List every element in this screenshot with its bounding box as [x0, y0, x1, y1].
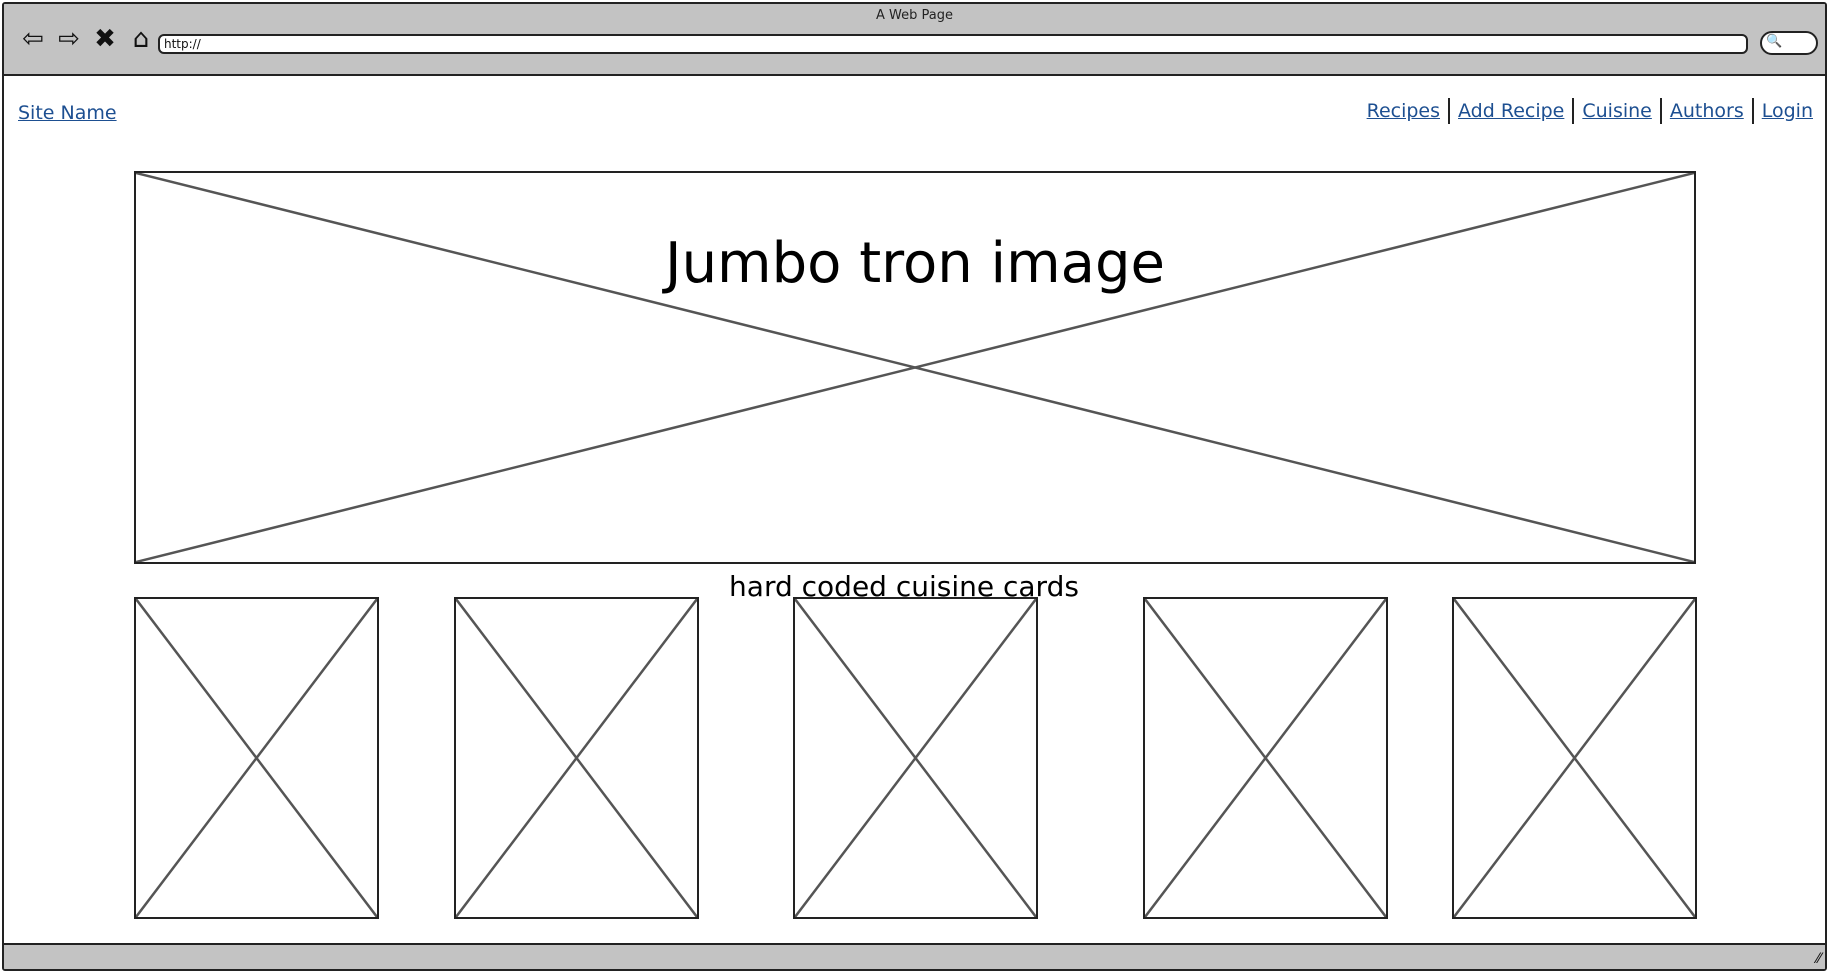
cuisine-card[interactable] — [1143, 597, 1388, 919]
menu-separator — [1751, 98, 1754, 124]
menu-item-login[interactable]: Login — [1761, 100, 1813, 122]
cuisine-card[interactable] — [1452, 597, 1697, 919]
menu-separator — [1448, 98, 1451, 124]
browser-search[interactable]: 🔍 — [1760, 31, 1818, 55]
placeholder-x-icon — [456, 599, 697, 917]
jumbotron-image: Jumbo tron image — [134, 171, 1696, 564]
menu-item-authors[interactable]: Authors — [1669, 100, 1744, 122]
forward-arrow-icon[interactable]: ⇨ — [58, 24, 80, 54]
jumbotron-label: Jumbo tron image — [665, 231, 1165, 296]
cuisine-card[interactable] — [454, 597, 699, 919]
menu-separator — [1659, 98, 1662, 124]
menu-separator — [1572, 98, 1575, 124]
url-bar[interactable]: http:// — [158, 34, 1748, 54]
menu-item-cuisine[interactable]: Cuisine — [1582, 100, 1652, 122]
window-title: A Web Page — [876, 8, 953, 23]
menu-item-recipes[interactable]: Recipes — [1366, 100, 1441, 122]
status-bar: ⁄⁄ — [4, 943, 1825, 969]
back-arrow-icon[interactable]: ⇦ — [22, 24, 44, 54]
placeholder-x-icon — [136, 599, 377, 917]
placeholder-x-icon — [1454, 599, 1695, 917]
home-icon[interactable]: ⌂ — [132, 24, 150, 54]
search-icon: 🔍 — [1766, 34, 1783, 49]
menu-item-add-recipe[interactable]: Add Recipe — [1458, 100, 1565, 122]
resize-grip-icon[interactable]: ⁄⁄ — [1816, 951, 1821, 967]
browser-chrome: A Web Page ⇦ ⇨ ✖ ⌂ http:// 🔍 — [4, 4, 1825, 76]
cuisine-card[interactable] — [134, 597, 379, 919]
placeholder-x-icon — [136, 173, 1694, 562]
placeholder-x-icon — [1145, 599, 1386, 917]
browser-nav-buttons: ⇦ ⇨ ✖ ⌂ — [18, 24, 156, 54]
cuisine-card[interactable] — [793, 597, 1038, 919]
site-name-link[interactable]: Site Name — [18, 102, 117, 124]
close-x-icon[interactable]: ✖ — [94, 24, 116, 54]
top-menu: Recipes Add Recipe Cuisine Authors Login — [1359, 98, 1821, 124]
placeholder-x-icon — [795, 599, 1036, 917]
